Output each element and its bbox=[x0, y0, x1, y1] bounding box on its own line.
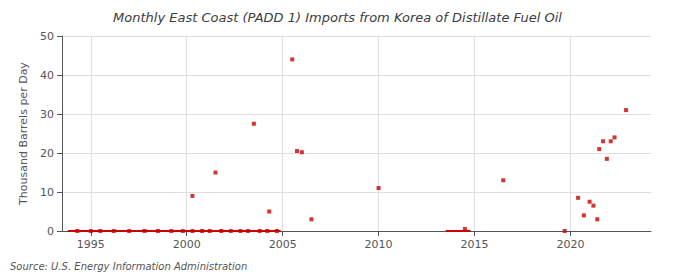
svg-text:2015: 2015 bbox=[460, 238, 488, 251]
svg-text:0: 0 bbox=[47, 225, 54, 238]
svg-text:Source: U.S. Energy Informatio: Source: U.S. Energy Information Administ… bbox=[10, 261, 247, 272]
svg-text:20: 20 bbox=[40, 147, 54, 160]
svg-text:Monthly East Coast (PADD 1) Im: Monthly East Coast (PADD 1) Imports from… bbox=[113, 10, 562, 25]
svg-text:50: 50 bbox=[40, 30, 54, 43]
svg-text:2000: 2000 bbox=[173, 238, 201, 251]
svg-text:Thousand Barrels per Day: Thousand Barrels per Day bbox=[17, 62, 30, 206]
svg-text:2010: 2010 bbox=[365, 238, 393, 251]
svg-text:40: 40 bbox=[40, 69, 54, 82]
svg-text:1995: 1995 bbox=[77, 238, 105, 251]
svg-text:30: 30 bbox=[40, 108, 54, 121]
svg-text:10: 10 bbox=[40, 186, 54, 199]
svg-text:2020: 2020 bbox=[556, 238, 584, 251]
svg-text:2005: 2005 bbox=[269, 238, 297, 251]
